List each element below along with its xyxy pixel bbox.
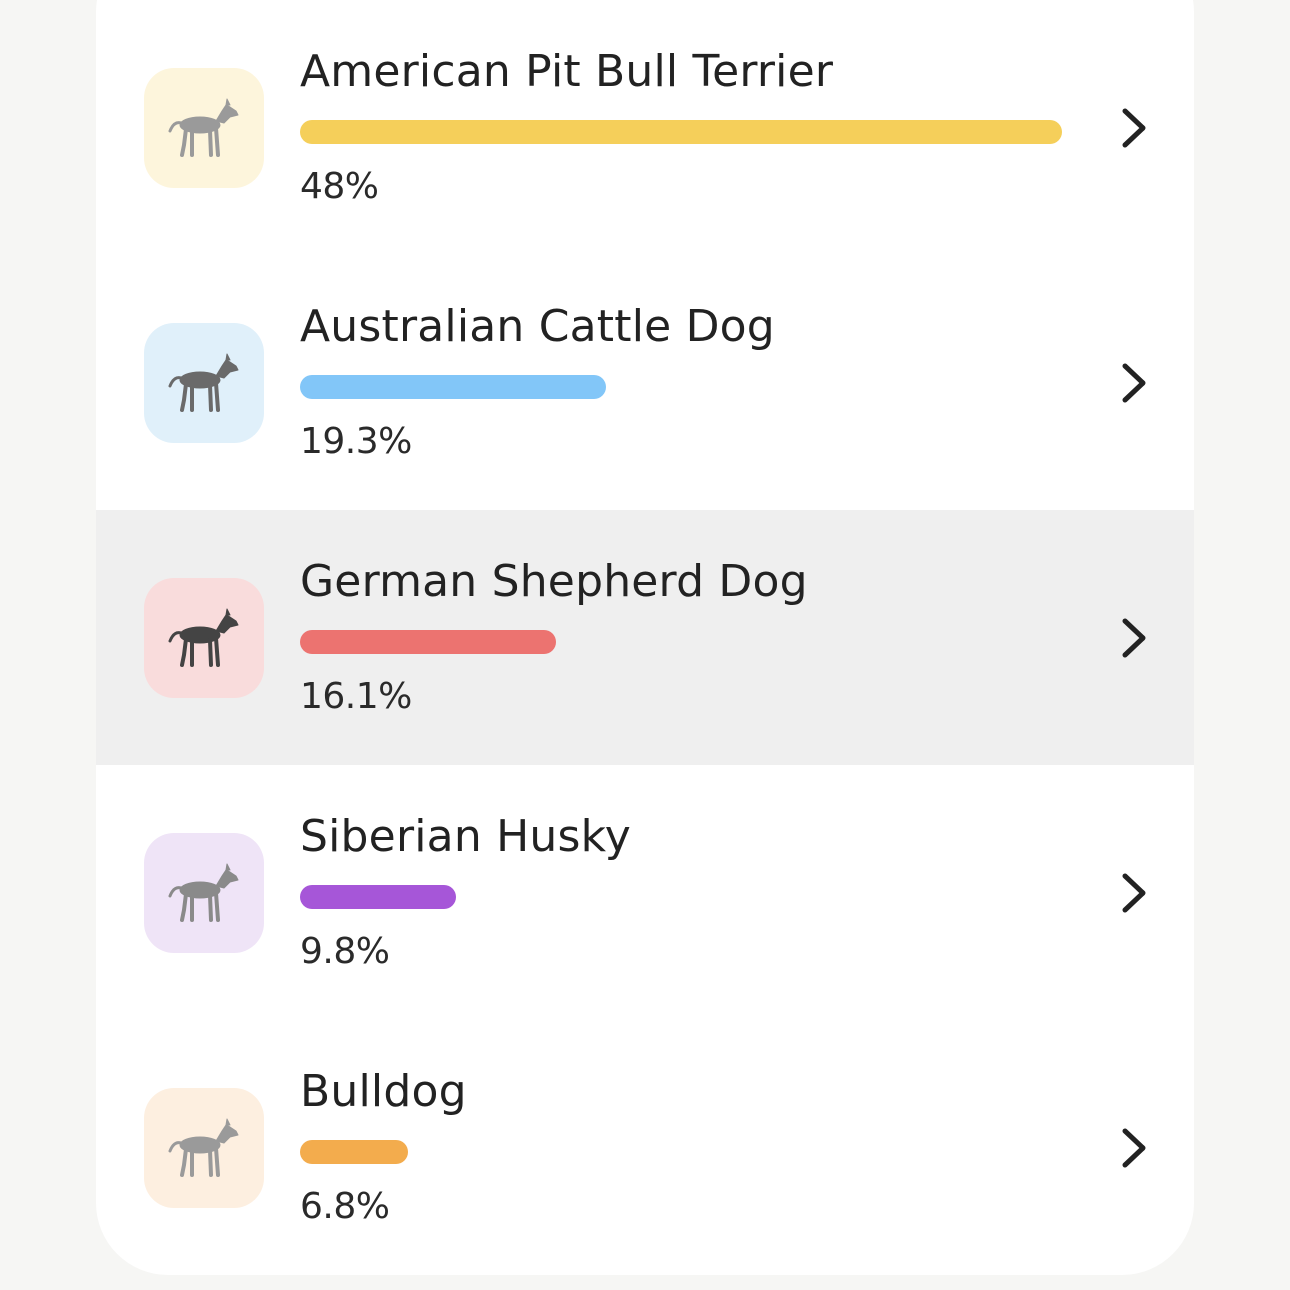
percentage-bar <box>300 885 456 909</box>
breed-percentage: 6.8% <box>300 1186 390 1227</box>
german-shepherd-dog-icon <box>144 578 264 698</box>
breed-name: Siberian Husky <box>300 811 631 862</box>
breed-name: Bulldog <box>300 1066 467 1117</box>
breed-results-card: American Pit Bull Terrier 48% Australian… <box>96 0 1194 1275</box>
percentage-bar-track <box>300 120 1062 144</box>
cattle-dog-icon <box>144 323 264 443</box>
percentage-bar-track <box>300 885 1062 909</box>
chevron-right-icon <box>1122 1128 1146 1168</box>
percentage-bar <box>300 375 606 399</box>
breed-name: Australian Cattle Dog <box>300 301 775 352</box>
breed-percentage: 48% <box>300 166 379 207</box>
chevron-right-icon <box>1122 618 1146 658</box>
breed-row-american-pit-bull-terrier[interactable]: American Pit Bull Terrier 48% <box>96 0 1194 255</box>
percentage-bar <box>300 630 556 654</box>
percentage-bar-track <box>300 375 1062 399</box>
bulldog-dog-icon <box>144 1088 264 1208</box>
breed-row-german-shepherd-dog[interactable]: German Shepherd Dog 16.1% <box>96 510 1194 765</box>
breed-name: American Pit Bull Terrier <box>300 46 834 97</box>
breed-row-siberian-husky[interactable]: Siberian Husky 9.8% <box>96 765 1194 1020</box>
breed-row-bulldog[interactable]: Bulldog 6.8% <box>96 1020 1194 1275</box>
siberian-husky-dog-icon <box>144 833 264 953</box>
breed-list: American Pit Bull Terrier 48% Australian… <box>96 0 1194 1275</box>
chevron-right-icon <box>1122 108 1146 148</box>
breed-name: German Shepherd Dog <box>300 556 808 607</box>
percentage-bar-track <box>300 630 1062 654</box>
chevron-right-icon <box>1122 363 1146 403</box>
breed-row-australian-cattle-dog[interactable]: Australian Cattle Dog 19.3% <box>96 255 1194 510</box>
percentage-bar <box>300 120 1062 144</box>
chevron-right-icon <box>1122 873 1146 913</box>
pit-bull-dog-icon <box>144 68 264 188</box>
percentage-bar <box>300 1140 408 1164</box>
breed-percentage: 19.3% <box>300 421 412 462</box>
percentage-bar-track <box>300 1140 1062 1164</box>
breed-percentage: 9.8% <box>300 931 390 972</box>
breed-percentage: 16.1% <box>300 676 412 717</box>
